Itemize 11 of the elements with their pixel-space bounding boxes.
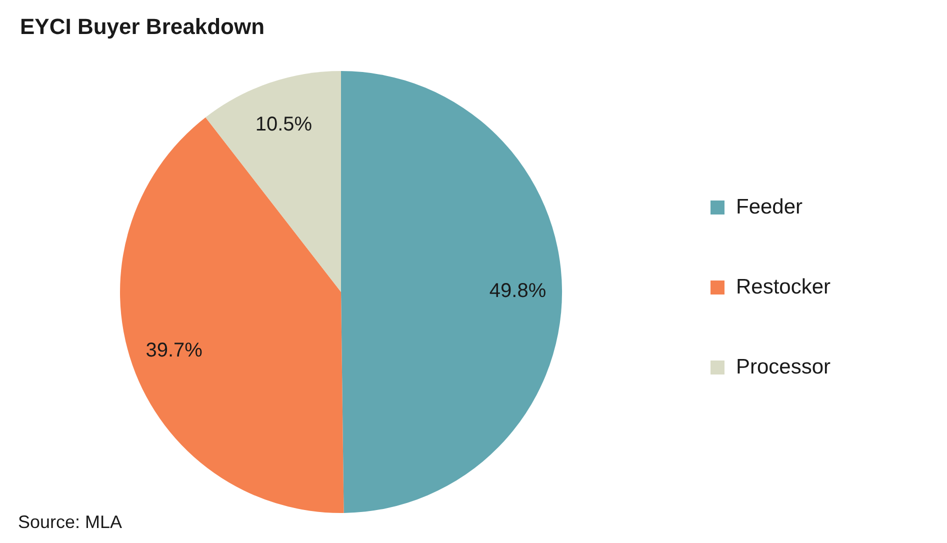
legend-label: Restocker: [736, 276, 831, 298]
pie-slice: [341, 71, 562, 513]
legend-label: Processor: [736, 356, 831, 378]
pie-slice: [120, 117, 344, 513]
data-label: 49.8%: [489, 280, 546, 302]
chart-title: EYCI Buyer Breakdown: [20, 14, 265, 39]
legend-label: Feeder: [736, 196, 803, 218]
source-note: Source: MLA: [18, 512, 122, 532]
data-label: 10.5%: [255, 114, 312, 136]
pie-slice: [206, 71, 341, 292]
data-label: 39.7%: [146, 339, 203, 362]
